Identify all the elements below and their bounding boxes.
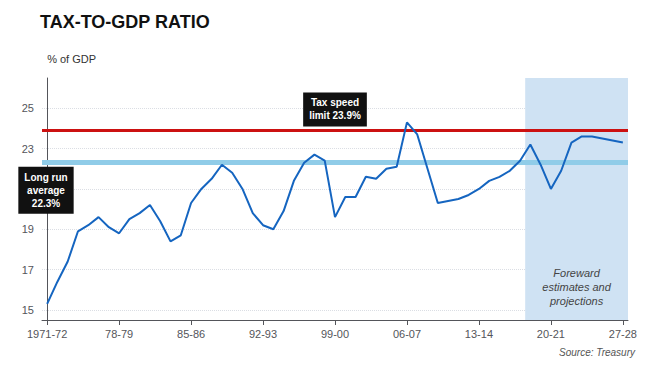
svg-text:projections: projections <box>549 295 604 307</box>
svg-text:% of GDP: % of GDP <box>47 53 96 65</box>
svg-text:92-93: 92-93 <box>249 328 277 340</box>
svg-text:TAX-TO-GDP RATIO: TAX-TO-GDP RATIO <box>40 12 210 32</box>
svg-text:85-86: 85-86 <box>177 328 205 340</box>
svg-text:20-21: 20-21 <box>537 328 565 340</box>
svg-text:Long run: Long run <box>24 172 67 183</box>
svg-text:25: 25 <box>22 102 34 114</box>
svg-text:1971-72: 1971-72 <box>27 328 67 340</box>
svg-text:Source: Treasury: Source: Treasury <box>559 347 636 358</box>
svg-text:22.3%: 22.3% <box>32 198 60 209</box>
svg-text:13-14: 13-14 <box>465 328 493 340</box>
svg-text:23: 23 <box>22 143 34 155</box>
svg-text:estimates and: estimates and <box>542 281 611 293</box>
svg-text:99-00: 99-00 <box>321 328 349 340</box>
svg-text:15: 15 <box>22 304 34 316</box>
svg-text:06-07: 06-07 <box>393 328 421 340</box>
svg-text:19: 19 <box>22 223 34 235</box>
svg-text:limit 23.9%: limit 23.9% <box>309 110 361 121</box>
svg-text:average: average <box>27 185 65 196</box>
svg-text:17: 17 <box>22 264 34 276</box>
svg-text:Foreward: Foreward <box>553 267 600 279</box>
svg-text:27-28: 27-28 <box>609 328 637 340</box>
svg-text:78-79: 78-79 <box>105 328 133 340</box>
svg-text:Tax speed: Tax speed <box>311 97 359 108</box>
